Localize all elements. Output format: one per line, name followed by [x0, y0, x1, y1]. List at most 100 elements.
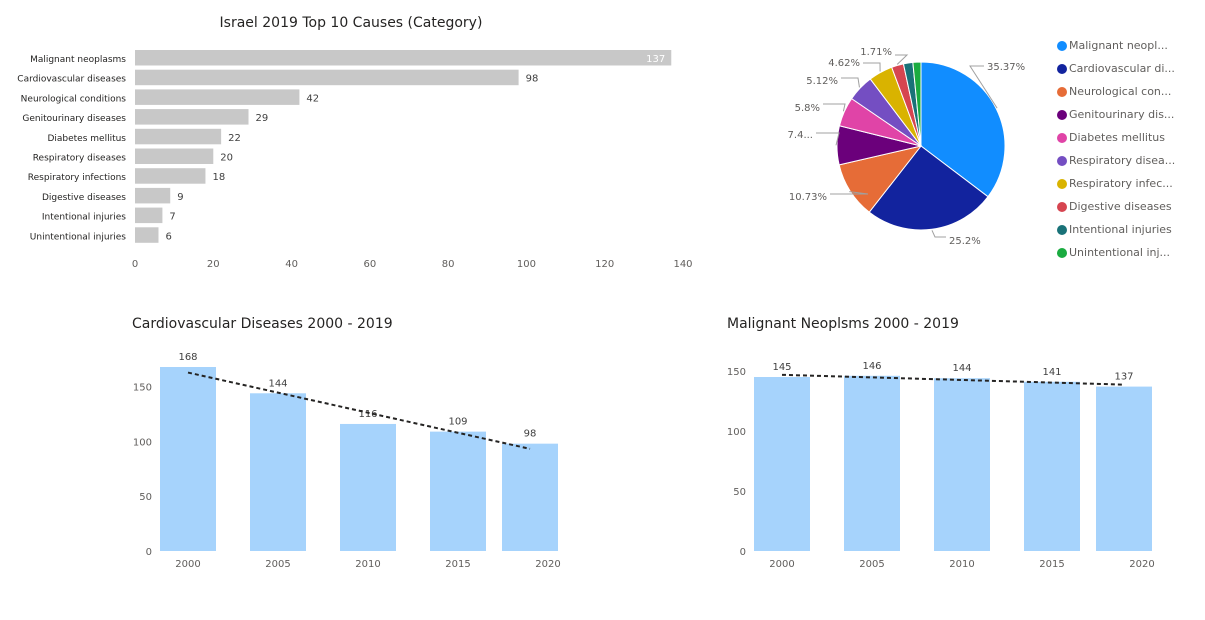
legend-label: Respiratory infec...	[1069, 177, 1173, 190]
leader-line	[830, 191, 869, 195]
legend-label: Intentional injuries	[1069, 223, 1172, 236]
data-label: 116	[358, 409, 377, 420]
legend-label: Respiratory disea...	[1069, 154, 1176, 167]
legend-marker-icon	[1057, 155, 1067, 166]
top-causes-bar-chart: Malignant neoplasms 137 Cardiovascular dis…	[17, 50, 693, 270]
legend-label: Genitourinary dis...	[1069, 108, 1175, 121]
slice-label: 1.71%	[860, 47, 892, 58]
x-tick-label: 100	[517, 259, 536, 270]
chart-title-cardiovascular: Cardiovascular Diseases 2000 - 2019	[132, 316, 393, 332]
pie-slice	[868, 145, 989, 231]
chart-title-malignant: Malignant Neoplsms 2000 - 2019	[727, 316, 959, 332]
x-tick-label: 2005	[859, 559, 884, 570]
column-bar	[934, 378, 990, 551]
bar	[135, 50, 672, 66]
legend-label: Neurological con...	[1069, 85, 1172, 98]
legend-marker-icon	[1057, 63, 1067, 74]
data-label: 109	[448, 417, 467, 428]
x-tick-label: 2005	[265, 559, 290, 570]
bar	[135, 109, 249, 125]
x-tick-label: 2000	[769, 559, 794, 570]
legend-item[interactable]: Diabetes mellitus	[1057, 126, 1197, 149]
category-label: Intentional injuries	[42, 213, 126, 223]
x-tick-label: 2015	[445, 559, 470, 570]
x-tick-label: 2020	[1129, 559, 1154, 570]
slice-label: 5.12%	[806, 76, 838, 87]
leader-line	[895, 54, 909, 65]
legend-item[interactable]: Unintentional inj...	[1057, 241, 1197, 264]
y-tick-label: 50	[139, 492, 152, 503]
y-tick-label: 100	[727, 427, 746, 438]
category-label: Digestive diseases	[42, 193, 126, 203]
category-label: Genitourinary diseases	[22, 114, 126, 124]
category-label: Diabetes mellitus	[47, 134, 126, 144]
x-tick-label: 60	[363, 259, 376, 270]
slice-label: 25.2%	[949, 236, 981, 247]
trend-line	[187, 371, 531, 450]
legend-item[interactable]: Respiratory disea...	[1057, 149, 1197, 172]
column-bar	[430, 431, 486, 551]
data-label: 42	[306, 93, 319, 104]
data-label: 146	[862, 361, 881, 372]
legend-marker-icon	[1057, 109, 1067, 120]
bar	[135, 128, 222, 145]
leader-line	[816, 132, 840, 146]
top-causes-pie-chart: 35.37% 25.2% 10.73% 7.4... 5.8% 5.12% 4.62%1.7…	[788, 47, 1026, 247]
category-label: Respiratory infections	[28, 173, 127, 183]
data-label: 98	[526, 74, 539, 85]
y-tick-label: 150	[133, 383, 152, 394]
legend-item[interactable]: Respiratory infec...	[1057, 172, 1197, 195]
legend-marker-icon	[1057, 40, 1067, 51]
y-tick-label: 50	[733, 487, 746, 498]
bar	[135, 187, 171, 204]
column-bar	[754, 377, 810, 551]
data-label: 9	[177, 192, 183, 203]
legend-marker-icon	[1057, 86, 1067, 97]
legend-item[interactable]: Malignant neopl...	[1057, 34, 1197, 57]
slice-label: 10.73%	[789, 192, 827, 203]
trend-line	[781, 373, 1125, 386]
x-tick-label: 2020	[535, 559, 560, 570]
legend-marker-icon	[1057, 132, 1067, 143]
leader-line	[969, 65, 998, 109]
legend-label: Cardiovascular di...	[1069, 62, 1175, 75]
data-label: 137	[646, 54, 665, 65]
data-label: 145	[772, 362, 791, 373]
malignant-column-chart: 145 146 144 141 137 0 50 100 150 2000 2005 2010 2015…	[727, 361, 1155, 570]
column-bar	[250, 393, 306, 551]
bar	[135, 69, 519, 86]
data-label: 18	[212, 172, 225, 183]
category-label: Neurological conditions	[21, 94, 127, 104]
leader-line	[823, 103, 846, 112]
category-label: Unintentional injuries	[30, 232, 127, 242]
x-tick-label: 40	[285, 259, 298, 270]
legend-item[interactable]: Neurological con...	[1057, 80, 1197, 103]
bar	[135, 207, 163, 224]
column-bar	[844, 375, 900, 551]
legend-item[interactable]: Cardiovascular di...	[1057, 57, 1197, 80]
pie-slice	[912, 61, 922, 147]
column-bar	[502, 443, 558, 551]
x-tick-label: 20	[207, 259, 220, 270]
data-label: 98	[524, 429, 537, 440]
leader-line	[841, 77, 860, 88]
data-label: 7	[169, 212, 175, 223]
legend-marker-icon	[1057, 224, 1067, 235]
leader-line	[863, 62, 881, 72]
cardiovascular-column-chart: 168 144 116 109 98 0 50 100 150 2000 2005 2010 2015 2…	[133, 352, 561, 570]
leader-line	[931, 230, 946, 238]
data-label: 144	[952, 363, 971, 374]
chart-title-top-causes: Israel 2019 Top 10 Causes (Category)	[220, 15, 483, 31]
legend-marker-icon	[1057, 247, 1067, 258]
slice-label: 4.62%	[828, 58, 860, 69]
legend-item[interactable]: Digestive diseases	[1057, 195, 1197, 218]
y-tick-label: 0	[740, 547, 746, 558]
legend-item[interactable]: Intentional injuries	[1057, 218, 1197, 241]
pie-slice	[920, 61, 1006, 198]
data-label: 22	[228, 133, 241, 144]
legend-item[interactable]: Genitourinary dis...	[1057, 103, 1197, 126]
slice-label: 35.37%	[987, 62, 1025, 73]
data-label: 144	[268, 378, 287, 389]
category-label: Cardiovascular diseases	[17, 75, 126, 85]
